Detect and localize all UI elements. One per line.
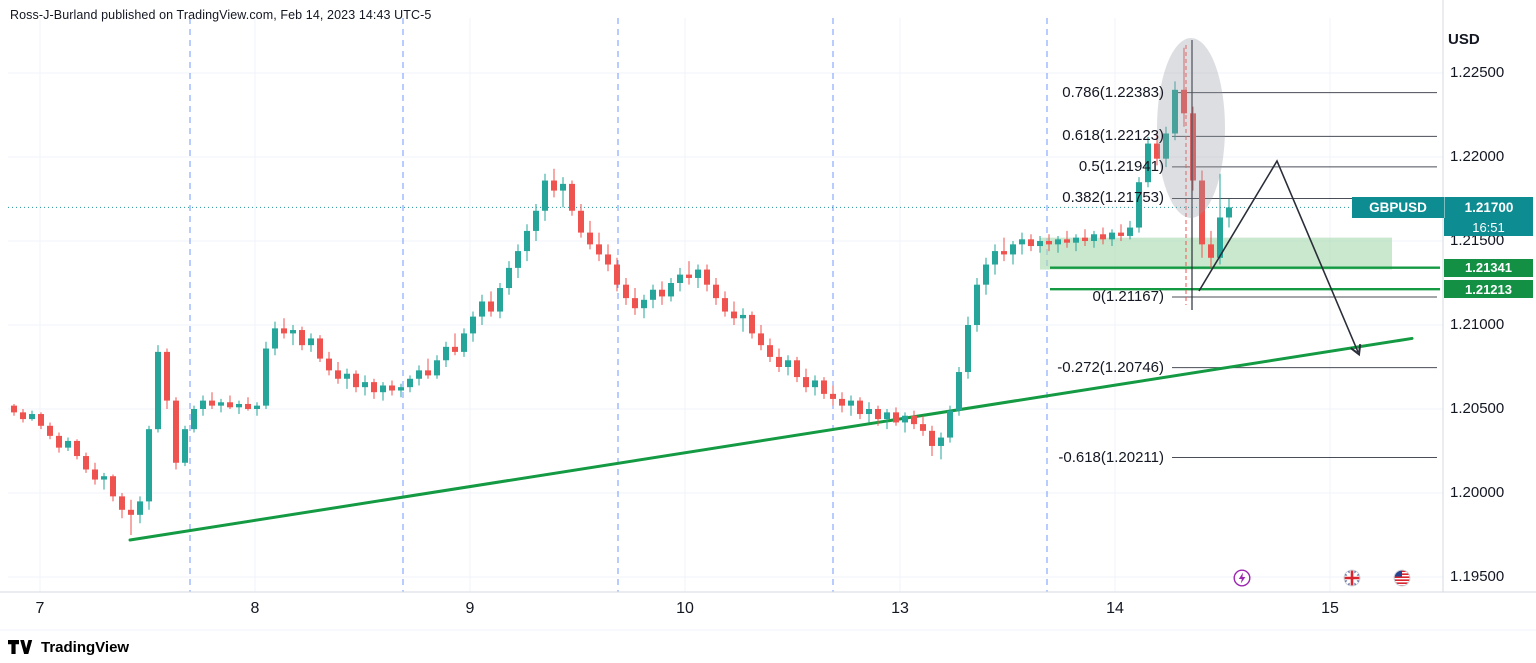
symbol-name: GBPUSD: [1369, 200, 1427, 215]
spike-highlight-ellipse[interactable]: [1157, 38, 1225, 218]
support-price-tag: 1.21341: [1444, 258, 1533, 277]
grid-lines: [8, 18, 1443, 592]
candle-countdown-tag: 16:51: [1444, 218, 1533, 236]
support-price-tag: 1.21213: [1444, 280, 1533, 299]
lightning-event-icon[interactable]: [1233, 569, 1251, 587]
attribution-text: Ross-J-Burland published on TradingView.…: [10, 8, 432, 22]
ascending-trend-line[interactable]: [128, 336, 1414, 542]
quote-currency-label: USD: [1448, 31, 1480, 48]
lightning-bolt: [1238, 572, 1246, 584]
us-flag-event-icon[interactable]: [1393, 569, 1411, 587]
uk-flag: [1344, 570, 1360, 586]
last-price-value: 1.21700: [1444, 197, 1533, 218]
support-level-lines[interactable]: [1050, 266, 1440, 291]
us-flag: [1394, 570, 1410, 586]
session-break-lines[interactable]: [189, 18, 1048, 592]
candles-series: [11, 47, 1232, 535]
uk-flag-event-icon[interactable]: [1343, 569, 1361, 587]
last-price-tag: GBPUSD 1.21700: [1352, 197, 1533, 218]
footer-bar: TradingView: [8, 639, 129, 656]
tradingview-logo-icon[interactable]: [8, 640, 34, 655]
tradingview-brand-text: TradingView: [41, 639, 130, 656]
price-projection-arrow[interactable]: [1198, 159, 1362, 357]
support-zone-rectangle[interactable]: [1040, 237, 1392, 270]
